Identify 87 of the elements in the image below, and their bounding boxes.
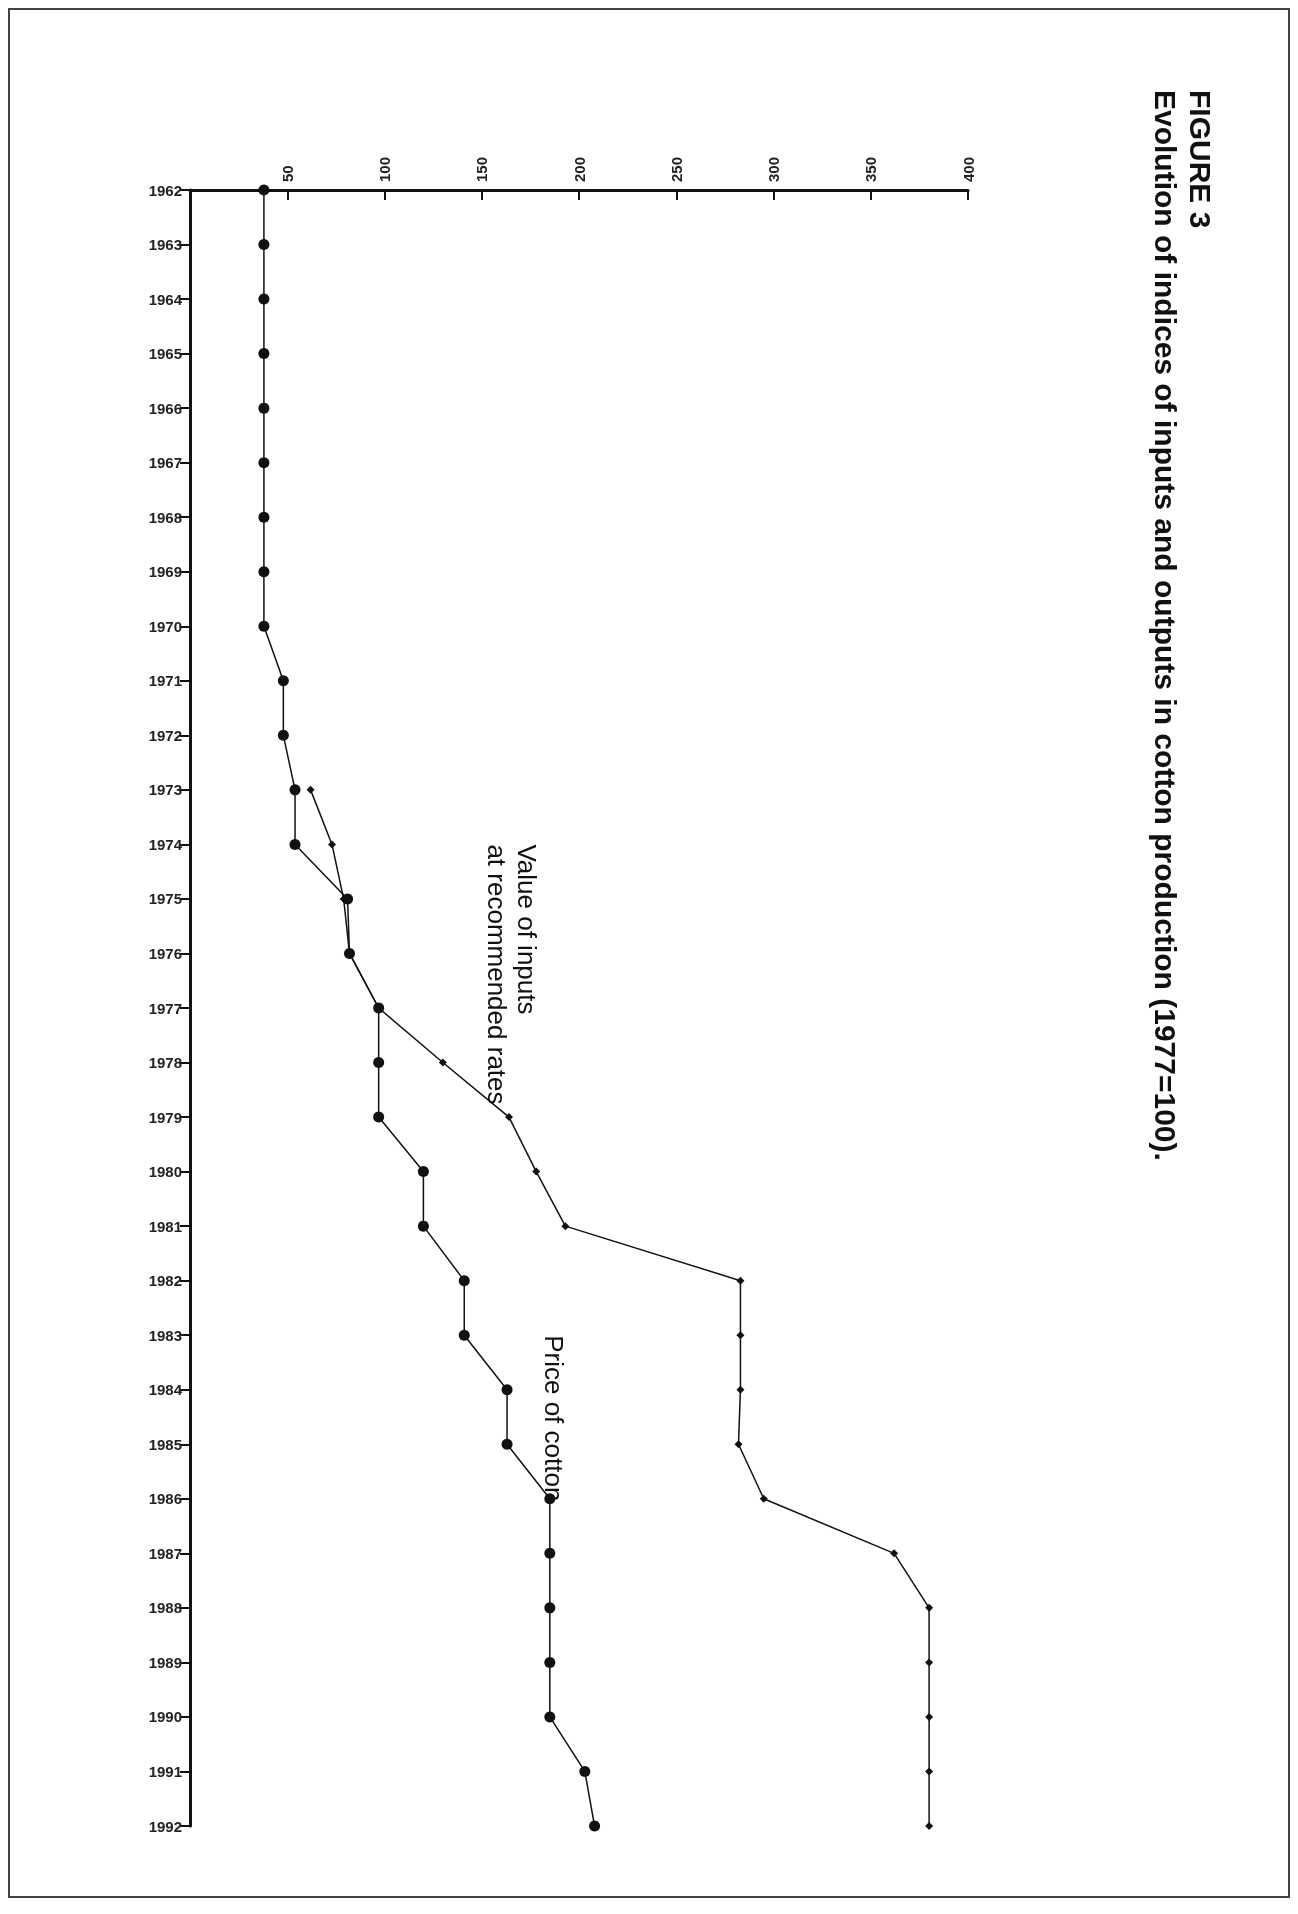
point: [277, 675, 289, 687]
y-tick-label: 1981: [148, 1217, 182, 1235]
point: [417, 1220, 429, 1232]
x-tick-label: 50: [278, 165, 296, 182]
point: [258, 348, 270, 360]
point: [373, 1111, 385, 1123]
x-tick-label: 350: [862, 156, 880, 182]
y-tick-label: 1982: [148, 1272, 182, 1290]
y-tick-label: 1983: [148, 1326, 182, 1344]
x-tick-label: 150: [473, 156, 491, 182]
y-tick-label: 1970: [148, 617, 182, 635]
x-tick-label: 200: [570, 156, 588, 182]
point: [734, 1440, 743, 1449]
point: [532, 1167, 541, 1176]
y-tick-label: 1965: [148, 345, 182, 363]
y-tick-label: 1974: [148, 835, 183, 853]
point: [258, 239, 270, 251]
point: [925, 1767, 934, 1776]
y-tick-label: 1968: [148, 508, 182, 526]
y-tick-label: 1977: [148, 999, 182, 1017]
point: [544, 1547, 556, 1559]
y-tick-label: 1973: [148, 781, 182, 799]
point: [327, 840, 336, 849]
y-tick-label: 1988: [148, 1599, 182, 1617]
y-tick-label: 1975: [148, 890, 182, 908]
point: [544, 1602, 556, 1614]
x-tick-label: 300: [765, 156, 782, 182]
point: [258, 511, 270, 523]
y-tick-label: 1978: [148, 1054, 182, 1072]
point: [544, 1656, 556, 1668]
point: [289, 838, 301, 850]
point: [258, 620, 270, 632]
x-tick-label: 400: [959, 156, 977, 182]
y-tick-label: 1964: [148, 290, 183, 308]
point: [759, 1494, 768, 1503]
y-tick-label: 1992: [148, 1817, 182, 1835]
y-tick-label: 1980: [148, 1163, 182, 1181]
y-tick-label: 1990: [148, 1708, 182, 1726]
point: [501, 1438, 513, 1450]
y-tick-label: 1966: [148, 399, 182, 417]
y-tick-label: 1985: [148, 1435, 182, 1453]
point: [417, 1166, 429, 1178]
y-tick-label: 1962: [148, 181, 182, 199]
x-tick-label: 250: [667, 156, 685, 182]
point: [890, 1549, 899, 1558]
y-tick-label: 1971: [148, 672, 182, 690]
point: [925, 1658, 934, 1667]
y-tick-label: 1984: [148, 1381, 183, 1399]
point: [925, 1603, 934, 1612]
text: Value of inputs at recommended rates: [481, 844, 542, 1105]
point: [736, 1385, 745, 1394]
point: [306, 785, 315, 794]
point: [342, 893, 354, 905]
point: [277, 729, 289, 741]
y-tick-label: 1967: [148, 454, 182, 472]
text: FIGURE 3: [1183, 90, 1217, 229]
point: [544, 1711, 556, 1723]
y-tick-label: 1979: [148, 1108, 182, 1126]
point: [589, 1820, 601, 1832]
point: [736, 1331, 745, 1340]
point: [579, 1765, 591, 1777]
y-tick-label: 1963: [148, 236, 182, 254]
point: [258, 293, 270, 305]
point: [561, 1222, 570, 1231]
y-tick-label: 1989: [148, 1653, 182, 1671]
point: [258, 457, 270, 469]
text: Evolution of indices of inputs and outputs in cotton production (1977=100).: [1148, 90, 1182, 1161]
point: [438, 1058, 447, 1067]
y-tick-label: 1987: [148, 1544, 182, 1562]
point: [258, 566, 270, 578]
point: [258, 184, 270, 196]
point: [501, 1384, 513, 1396]
point: [736, 1276, 745, 1285]
point: [504, 1113, 513, 1122]
point: [458, 1275, 470, 1287]
point: [458, 1329, 470, 1341]
y-tick-label: 1972: [148, 726, 182, 744]
point: [289, 784, 301, 796]
point: [258, 402, 270, 414]
point: [925, 1712, 934, 1721]
y-tick-label: 1986: [148, 1490, 182, 1508]
y-tick-label: 1976: [148, 944, 182, 962]
x-tick-label: 100: [376, 156, 393, 182]
y-tick-label: 1991: [148, 1762, 182, 1780]
y-tick-label: 1969: [148, 563, 182, 581]
point: [925, 1822, 934, 1830]
point: [373, 1057, 385, 1069]
